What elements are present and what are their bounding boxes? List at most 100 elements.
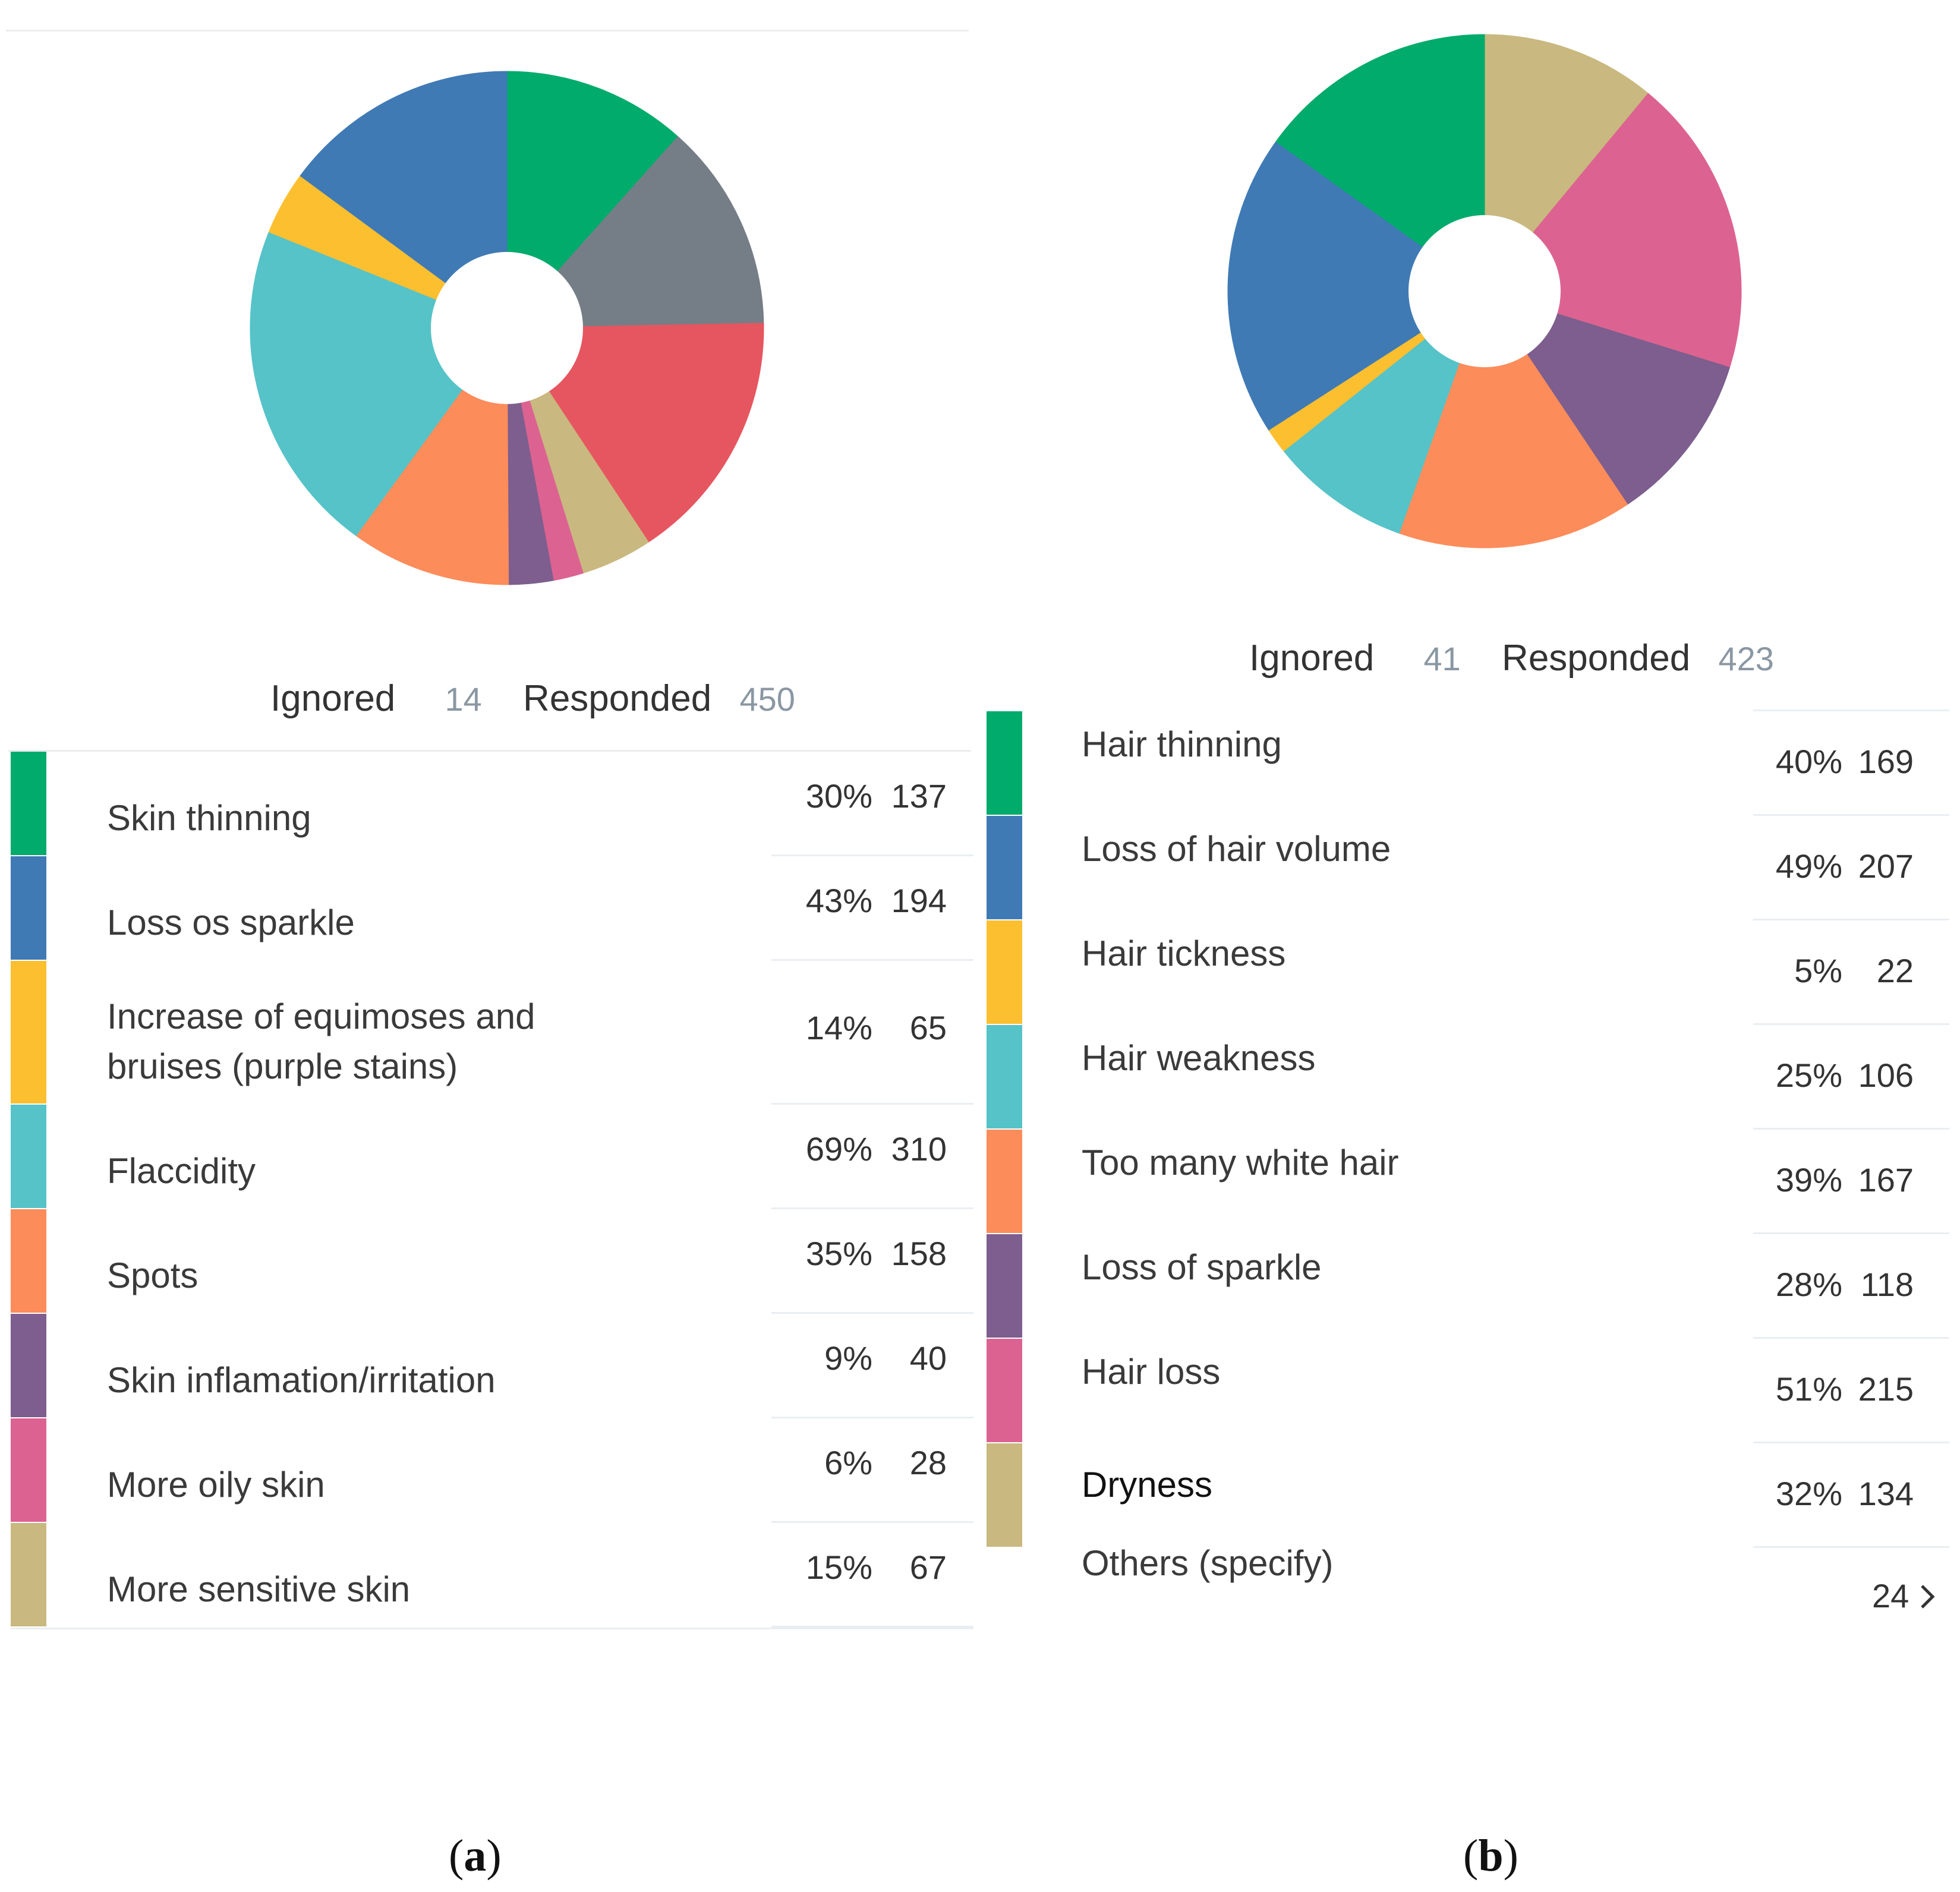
- responded-label: Responded: [523, 678, 712, 719]
- color-swatch: [11, 1314, 46, 1417]
- row-divider: [1753, 1128, 1949, 1130]
- responded-count: 450: [739, 680, 795, 718]
- table-row[interactable]: Loss os sparkle 43% 194: [11, 856, 973, 961]
- row-divider: [1753, 1442, 1949, 1443]
- answer-percent: 6%: [824, 1444, 872, 1481]
- table-row[interactable]: Hair loss 51% 215: [987, 1337, 1955, 1443]
- caption-a: (a): [449, 1831, 502, 1881]
- row-divider: [771, 1103, 973, 1105]
- label-line: Skin inflamation/irritation: [107, 1360, 496, 1400]
- table-row[interactable]: Increase of equimoses and bruises (purple…: [11, 961, 973, 1105]
- label-line: More sensitive skin: [107, 1569, 411, 1609]
- answer-count: 28: [909, 1444, 947, 1481]
- table-row[interactable]: Hair tickness 5% 22: [987, 919, 1955, 1025]
- ignored-label: Ignored: [270, 678, 396, 719]
- pie-slice-teal[interactable]: [1283, 290, 1486, 534]
- answer-count: 169: [1858, 743, 1914, 780]
- responded-count: 423: [1718, 640, 1774, 677]
- row-divider: [1753, 1546, 1949, 1548]
- caption-b: (b): [1463, 1831, 1518, 1881]
- color-swatch: [11, 856, 46, 960]
- pie-slice-blue[interactable]: [300, 71, 508, 329]
- table-row[interactable]: Loss of sparkle 28% 118: [987, 1232, 1955, 1339]
- pie-slice-tan[interactable]: [1484, 34, 1649, 292]
- ignored-label: Ignored: [1249, 638, 1375, 679]
- answer-percent: 43%: [805, 882, 872, 919]
- pie-slice-purple[interactable]: [1483, 291, 1731, 505]
- table-row[interactable]: Hair thinning 40% 169: [987, 710, 1955, 816]
- answer-label: Hair weakness: [1082, 1038, 1316, 1078]
- row-divider: [771, 1521, 973, 1523]
- answer-label: Too many white hair: [1082, 1143, 1399, 1182]
- table-top-divider: [8, 750, 971, 752]
- answer-label: Flaccidity: [107, 1146, 256, 1196]
- summary-bar-b: Ignored 41 Responded 423: [1249, 637, 1774, 679]
- color-swatch: [11, 752, 46, 855]
- answer-count: 215: [1858, 1370, 1914, 1408]
- row-divider: [1753, 1337, 1949, 1339]
- color-swatch: [11, 1523, 46, 1626]
- answer-percent: 30%: [805, 777, 872, 815]
- answer-label: More oily skin: [107, 1460, 325, 1510]
- label-line: Loss os sparkle: [107, 903, 355, 942]
- pie-slice-green[interactable]: [1275, 34, 1485, 292]
- table-bottom-divider: [11, 1628, 973, 1629]
- answer-percent: 32%: [1775, 1475, 1842, 1512]
- caption-letter: a: [464, 1831, 487, 1881]
- color-swatch: [11, 961, 46, 1103]
- pagination[interactable]: 24: [1872, 1576, 1937, 1615]
- row-divider: [1753, 1232, 1949, 1234]
- answer-count: 310: [891, 1130, 947, 1168]
- answer-percent: 39%: [1775, 1161, 1842, 1199]
- answer-percent: 28%: [1775, 1266, 1842, 1303]
- answer-percent: 25%: [1775, 1057, 1842, 1094]
- ignored-count: 41: [1423, 640, 1461, 677]
- row-divider: [1753, 710, 1949, 711]
- summary-bar-a: Ignored 14 Responded 450: [270, 677, 795, 720]
- table-row[interactable]: Too many white hair 39% 167: [987, 1128, 1955, 1234]
- pie-slice-orange[interactable]: [1398, 290, 1628, 548]
- table-row[interactable]: Flaccidity 69% 310: [11, 1105, 973, 1209]
- answer-count: 106: [1858, 1057, 1914, 1094]
- answer-label: Loss of hair volume: [1082, 829, 1391, 869]
- others-specify-label: Others (specify): [1082, 1543, 1334, 1583]
- color-swatch: [987, 1339, 1022, 1442]
- row-divider: [1753, 919, 1949, 920]
- table-row[interactable]: Skin inflamation/irritation 9% 40: [11, 1314, 973, 1418]
- table-row[interactable]: More sensitive skin 15% 67: [11, 1523, 973, 1628]
- answer-percent: 5%: [1794, 952, 1842, 989]
- label-line: More oily skin: [107, 1465, 325, 1505]
- row-divider: [1753, 814, 1949, 816]
- table-row[interactable]: Dryness 32% 134: [987, 1442, 1955, 1548]
- answer-percent: 9%: [824, 1339, 872, 1377]
- answer-percent: 49%: [1775, 847, 1842, 885]
- table-row[interactable]: Hair weakness 25% 106: [987, 1023, 1955, 1130]
- color-swatch: [987, 1130, 1022, 1233]
- answer-label: Hair thinning: [1082, 724, 1282, 764]
- chevron-right-icon[interactable]: [1917, 1576, 1937, 1615]
- pie-slice-blue[interactable]: [1227, 141, 1485, 431]
- answer-count: 22: [1876, 952, 1914, 989]
- answer-label: Skin inflamation/irritation: [107, 1355, 496, 1405]
- caption-letter: b: [1478, 1831, 1504, 1881]
- color-swatch: [987, 1025, 1022, 1128]
- answer-label: Increase of equimoses and bruises (purple…: [107, 992, 535, 1092]
- answer-percent: 69%: [805, 1130, 872, 1168]
- panel-b: Ignored 41 Responded 423 Hair thinning 40…: [975, 0, 1960, 1892]
- donut-hole: [431, 252, 583, 404]
- table-row[interactable]: More oily skin 6% 28: [11, 1418, 973, 1523]
- row-divider: [771, 1207, 973, 1209]
- color-swatch: [11, 1209, 46, 1313]
- answer-count: 40: [909, 1339, 947, 1377]
- answer-label: Loss of sparkle: [1082, 1247, 1322, 1287]
- pie-slice-green[interactable]: [506, 71, 679, 329]
- pie-slice-gray[interactable]: [506, 136, 764, 329]
- table-row[interactable]: Loss of hair volume 49% 207: [987, 814, 1955, 920]
- pie-slice-red[interactable]: [506, 323, 764, 543]
- table-row[interactable]: Skin thinning 30% 137: [11, 752, 973, 856]
- color-swatch: [11, 1418, 46, 1522]
- table-row[interactable]: Spots 35% 158: [11, 1209, 973, 1314]
- label-line: Skin thinning: [107, 798, 311, 838]
- donut-hole: [1408, 215, 1561, 367]
- answer-count: 158: [891, 1235, 947, 1272]
